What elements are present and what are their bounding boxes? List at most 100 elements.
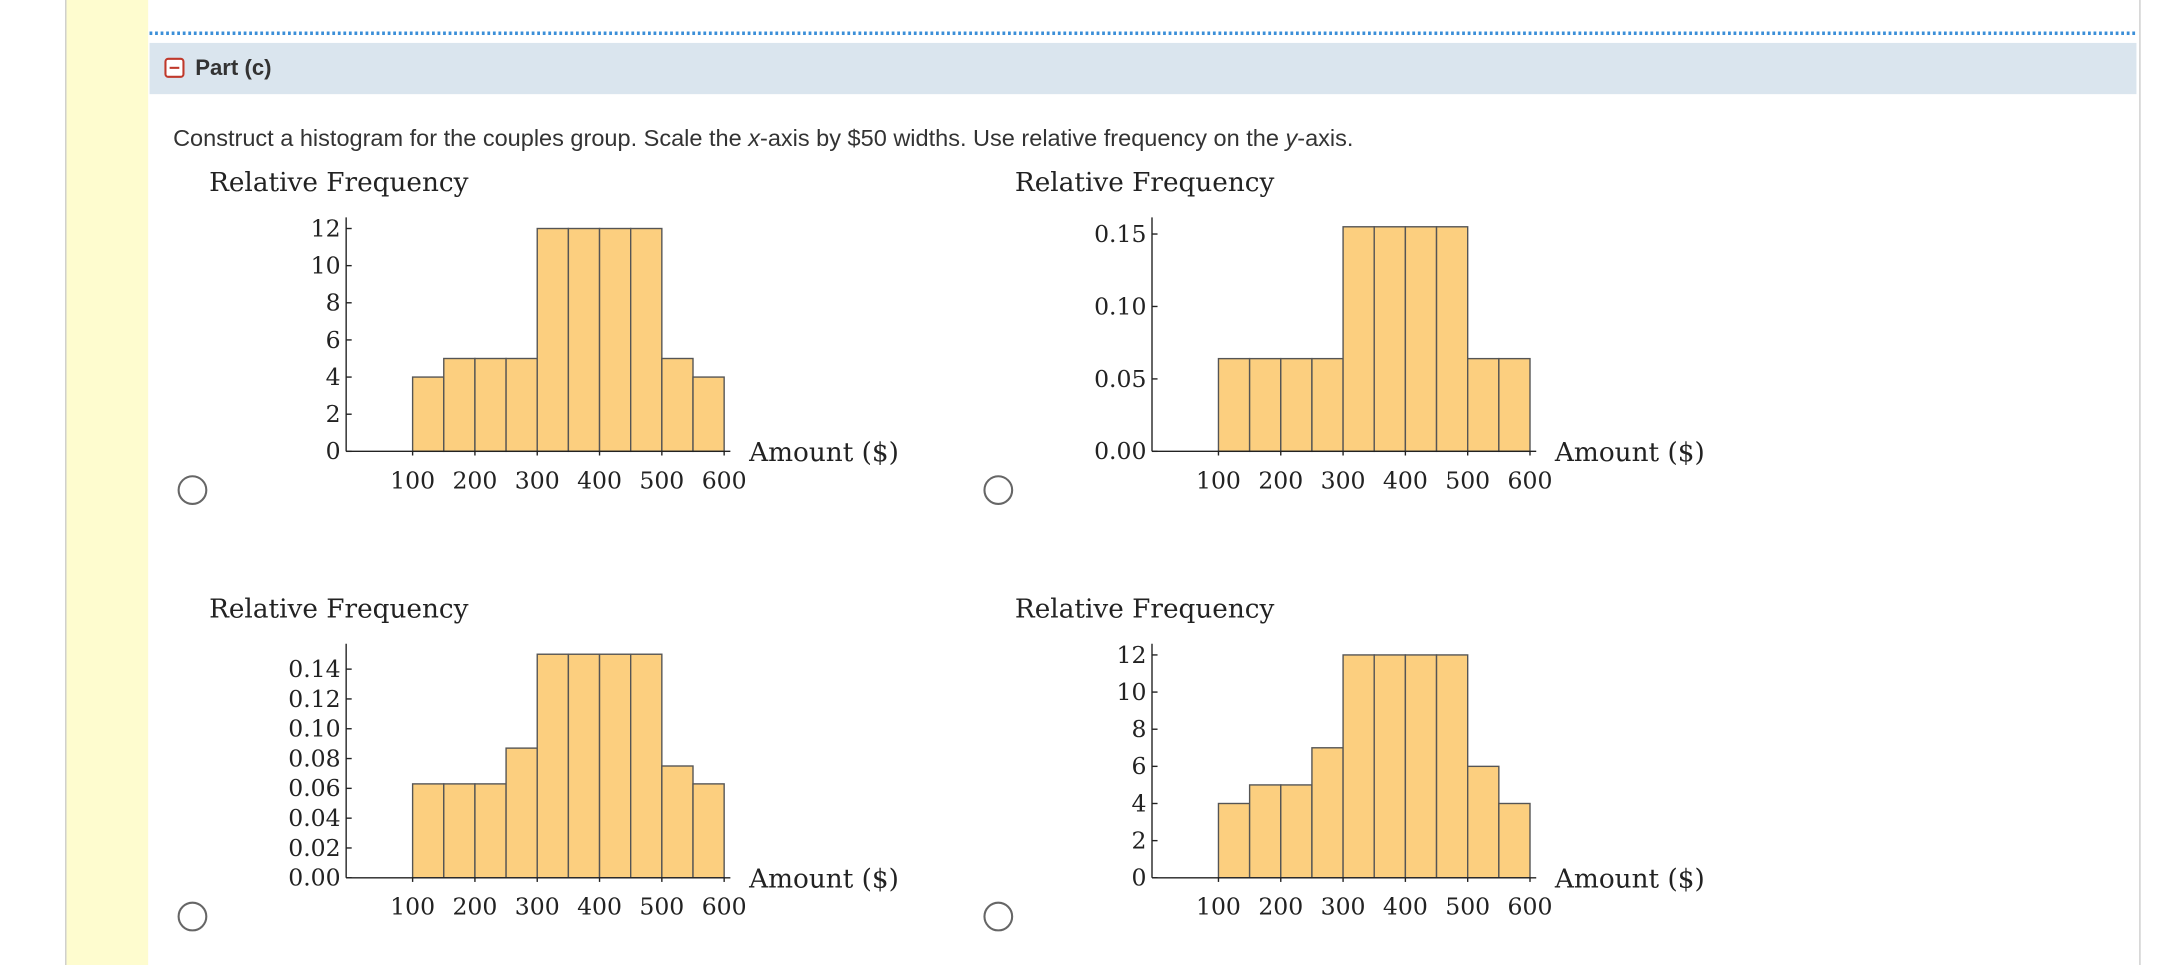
radio-button[interactable] bbox=[983, 475, 1014, 505]
histogram-panel: Relative Frequency0.000.020.040.060.080.… bbox=[177, 595, 899, 932]
y-tick-label: 2 bbox=[1131, 827, 1146, 855]
x-tick-label: 100 bbox=[1196, 466, 1241, 494]
y-tick-label: 0.04 bbox=[288, 804, 340, 832]
x-tick-label: 300 bbox=[515, 466, 560, 494]
x-axis-title: Amount ($) bbox=[1554, 438, 1705, 468]
y-tick-label: 0.14 bbox=[288, 655, 340, 683]
x-tick-label: 500 bbox=[639, 893, 684, 921]
bar bbox=[1498, 357, 1531, 453]
bar bbox=[1404, 226, 1438, 453]
y-tick-label: 6 bbox=[326, 326, 341, 354]
bar bbox=[411, 783, 445, 879]
bar bbox=[536, 227, 570, 453]
y-tick-label: 6 bbox=[1131, 752, 1146, 780]
x-axis-title: Amount ($) bbox=[748, 438, 899, 468]
question-text: y bbox=[1283, 125, 1298, 151]
x-tick-label: 100 bbox=[390, 893, 435, 921]
question-text: -axis by $50 widths. Use relative freque… bbox=[760, 125, 1285, 151]
x-tick-label: 400 bbox=[1383, 893, 1428, 921]
histogram-panel: Relative Frequency 0.00 0.05 0.10 0.15 100 200… bbox=[983, 168, 1705, 505]
x-tick-label: 400 bbox=[1383, 466, 1428, 494]
y-tick-label: 2 bbox=[326, 400, 341, 428]
bar bbox=[1248, 784, 1282, 879]
x-axis-title: Amount ($) bbox=[1554, 865, 1705, 895]
question-text: Construct a histogram for the couples gr… bbox=[173, 125, 748, 151]
bar bbox=[1342, 654, 1375, 879]
bar bbox=[505, 357, 538, 453]
bar bbox=[567, 227, 601, 453]
bar bbox=[505, 747, 538, 879]
x-tick-label: 600 bbox=[1508, 466, 1553, 494]
y-tick-label: 4 bbox=[1131, 789, 1146, 817]
y-tick-label: 0.00 bbox=[1094, 437, 1146, 465]
y-axis-title: Relative Frequency bbox=[209, 595, 469, 625]
histogram-panel: Relative Frequency 0 2 4 6 8 10 12 100 200 300 400 5… bbox=[177, 168, 899, 505]
y-axis-title: Relative Frequency bbox=[1015, 168, 1275, 198]
x-tick-label: 500 bbox=[1445, 466, 1490, 494]
bar bbox=[474, 783, 507, 879]
y-tick-label: 0.02 bbox=[288, 834, 340, 862]
y-tick-label: 0.12 bbox=[288, 685, 340, 713]
header-bar bbox=[149, 42, 2137, 95]
bar bbox=[443, 357, 476, 453]
y-tick-label: 0.10 bbox=[288, 715, 340, 743]
bar bbox=[1373, 226, 1407, 453]
y-tick-label: 0.06 bbox=[288, 774, 340, 802]
bar bbox=[661, 765, 694, 879]
x-tick-label: 400 bbox=[577, 893, 622, 921]
bar bbox=[630, 227, 663, 453]
bar bbox=[692, 783, 725, 879]
collapse-button[interactable] bbox=[164, 57, 185, 78]
y-tick-label: 12 bbox=[311, 214, 341, 242]
bar bbox=[1280, 357, 1313, 453]
bar bbox=[411, 376, 445, 453]
question: Construct a histogram for the couples gr… bbox=[173, 125, 1353, 151]
bar bbox=[1498, 802, 1531, 879]
x-tick-label: 600 bbox=[702, 466, 747, 494]
bar bbox=[661, 357, 694, 453]
bar bbox=[1248, 357, 1282, 453]
y-tick-label: 0.08 bbox=[288, 744, 340, 772]
radio-button[interactable] bbox=[177, 475, 208, 505]
x-tick-label: 100 bbox=[390, 466, 435, 494]
side-band bbox=[65, 0, 149, 965]
bar bbox=[598, 653, 632, 879]
y-tick-label: 10 bbox=[311, 252, 341, 280]
bar bbox=[598, 227, 632, 453]
x-tick-label: 400 bbox=[577, 466, 622, 494]
part-title: Part (c) bbox=[195, 55, 271, 80]
y-tick-label: 10 bbox=[1117, 678, 1147, 706]
x-tick-label: 200 bbox=[452, 466, 497, 494]
radio-button[interactable] bbox=[177, 901, 208, 932]
x-tick-label: 600 bbox=[702, 893, 747, 921]
bar bbox=[1373, 654, 1407, 879]
x-tick-label: 300 bbox=[515, 893, 560, 921]
question-text: -axis. bbox=[1297, 125, 1353, 151]
y-tick-label: 8 bbox=[326, 289, 341, 317]
y-axis-title: Relative Frequency bbox=[1015, 595, 1275, 625]
x-tick-label: 200 bbox=[1258, 893, 1303, 921]
bar bbox=[474, 357, 507, 453]
y-tick-label: 0.10 bbox=[1094, 292, 1146, 320]
bar bbox=[567, 653, 601, 879]
y-tick-label: 4 bbox=[326, 363, 341, 391]
bar bbox=[1467, 765, 1500, 879]
y-tick-label: 0 bbox=[326, 437, 341, 465]
y-tick-label: 0 bbox=[1131, 864, 1146, 892]
bar bbox=[1217, 357, 1251, 453]
x-tick-label: 500 bbox=[639, 466, 684, 494]
x-tick-label: 100 bbox=[1196, 893, 1241, 921]
radio-button[interactable] bbox=[983, 901, 1014, 932]
bar bbox=[1435, 654, 1469, 879]
y-tick-label: 0.00 bbox=[288, 864, 340, 892]
x-axis-title: Amount ($) bbox=[748, 865, 899, 895]
y-tick-label: 12 bbox=[1117, 641, 1147, 669]
bar bbox=[1311, 357, 1344, 453]
x-tick-label: 300 bbox=[1321, 893, 1366, 921]
x-tick-label: 600 bbox=[1508, 893, 1553, 921]
bar bbox=[1311, 747, 1344, 879]
y-tick-label: 0.05 bbox=[1094, 365, 1146, 393]
bar bbox=[536, 653, 570, 879]
y-axis-title: Relative Frequency bbox=[209, 168, 469, 198]
